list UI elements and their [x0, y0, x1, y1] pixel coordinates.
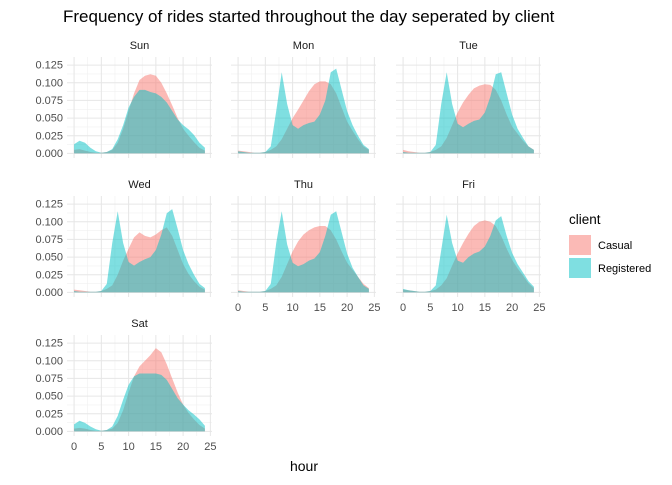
- x-tick-label: 10: [451, 302, 463, 314]
- facet-strip-label: Sat: [131, 318, 148, 330]
- x-tick-label: 25: [204, 441, 216, 453]
- y-tick-label: 0.000: [35, 148, 63, 160]
- facet-panel-tue: Tue: [396, 40, 541, 158]
- facet-panel-mon: Mon: [231, 40, 376, 158]
- legend-key-registered: [569, 258, 591, 278]
- y-tick-label: 0.050: [35, 391, 63, 403]
- facet-panel-sat: Sat 0.000 0.025 0.050 0.075 0.100 0.125 0 5 10 15 2…: [35, 318, 216, 453]
- x-tick-label: 25: [533, 302, 545, 314]
- y-tick-label: 0.050: [35, 113, 63, 125]
- legend-title: client: [569, 212, 601, 227]
- y-tick-label: 0.025: [35, 130, 63, 142]
- y-tick-label: 0.125: [35, 60, 63, 72]
- facet-strip-label: Tue: [459, 40, 478, 52]
- y-tick-label: 0.000: [35, 287, 63, 299]
- x-tick-label: 10: [122, 441, 134, 453]
- y-tick-label: 0.000: [35, 426, 63, 438]
- x-tick-label: 0: [400, 302, 406, 314]
- x-tick-label: 20: [177, 441, 189, 453]
- y-tick-label: 0.075: [35, 95, 63, 107]
- facet-panel-wed: Wed 0.000 0.025 0.050 0.075 0.100 0.125: [35, 179, 212, 299]
- legend-label-registered: Registered: [598, 263, 651, 275]
- y-tick-label: 0.025: [35, 269, 63, 281]
- density-area-registered: [238, 68, 369, 154]
- y-tick-label: 0.100: [35, 216, 63, 228]
- y-tick-label: 0.075: [35, 373, 63, 385]
- density-area-registered: [403, 214, 534, 293]
- x-tick-label: 15: [150, 441, 162, 453]
- x-tick-label: 10: [286, 302, 298, 314]
- y-tick-label: 0.075: [35, 234, 63, 246]
- y-tick-label: 0.100: [35, 77, 63, 89]
- x-tick-label: 5: [262, 302, 268, 314]
- x-tick-label: 20: [506, 302, 518, 314]
- facet-strip-label: Thu: [294, 179, 313, 191]
- legend: client Casual Registered: [569, 212, 651, 278]
- facet-strip-label: Fri: [462, 179, 475, 191]
- density-area-registered: [74, 209, 205, 293]
- x-tick-label: 0: [235, 302, 241, 314]
- x-tick-label: 5: [98, 441, 104, 453]
- facet-panels: Sun 0.000 0.025 0.050 0.075 0.100 0.125 Mon Tue W…: [35, 40, 545, 453]
- y-tick-label: 0.050: [35, 252, 63, 264]
- facet-strip-label: Wed: [128, 179, 150, 191]
- y-tick-label: 0.025: [35, 408, 63, 420]
- y-tick-label: 0.125: [35, 199, 63, 211]
- x-tick-label: 15: [479, 302, 491, 314]
- density-area-registered: [74, 89, 205, 154]
- x-tick-label: 25: [368, 302, 380, 314]
- facet-panel-fri: Fri 0 5 10 15 20 25: [396, 179, 545, 314]
- x-tick-label: 20: [341, 302, 353, 314]
- y-tick-label: 0.125: [35, 338, 63, 350]
- density-area-registered: [74, 373, 205, 432]
- density-area-registered: [403, 72, 534, 154]
- legend-label-casual: Casual: [598, 240, 632, 252]
- x-tick-label: 5: [427, 302, 433, 314]
- facet-panel-sun: Sun 0.000 0.025 0.050 0.075 0.100 0.125: [35, 40, 212, 160]
- chart-title: Frequency of rides started throughout th…: [63, 7, 555, 26]
- density-area-registered: [238, 211, 369, 293]
- x-tick-label: 0: [71, 441, 77, 453]
- facet-strip-label: Sun: [130, 40, 150, 52]
- facet-panel-thu: Thu 0 5 10 15 20 25: [231, 179, 380, 314]
- y-tick-label: 0.100: [35, 355, 63, 367]
- x-tick-label: 15: [314, 302, 326, 314]
- legend-key-casual: [569, 235, 591, 255]
- facet-strip-label: Mon: [293, 40, 314, 52]
- x-axis-title: hour: [290, 458, 318, 474]
